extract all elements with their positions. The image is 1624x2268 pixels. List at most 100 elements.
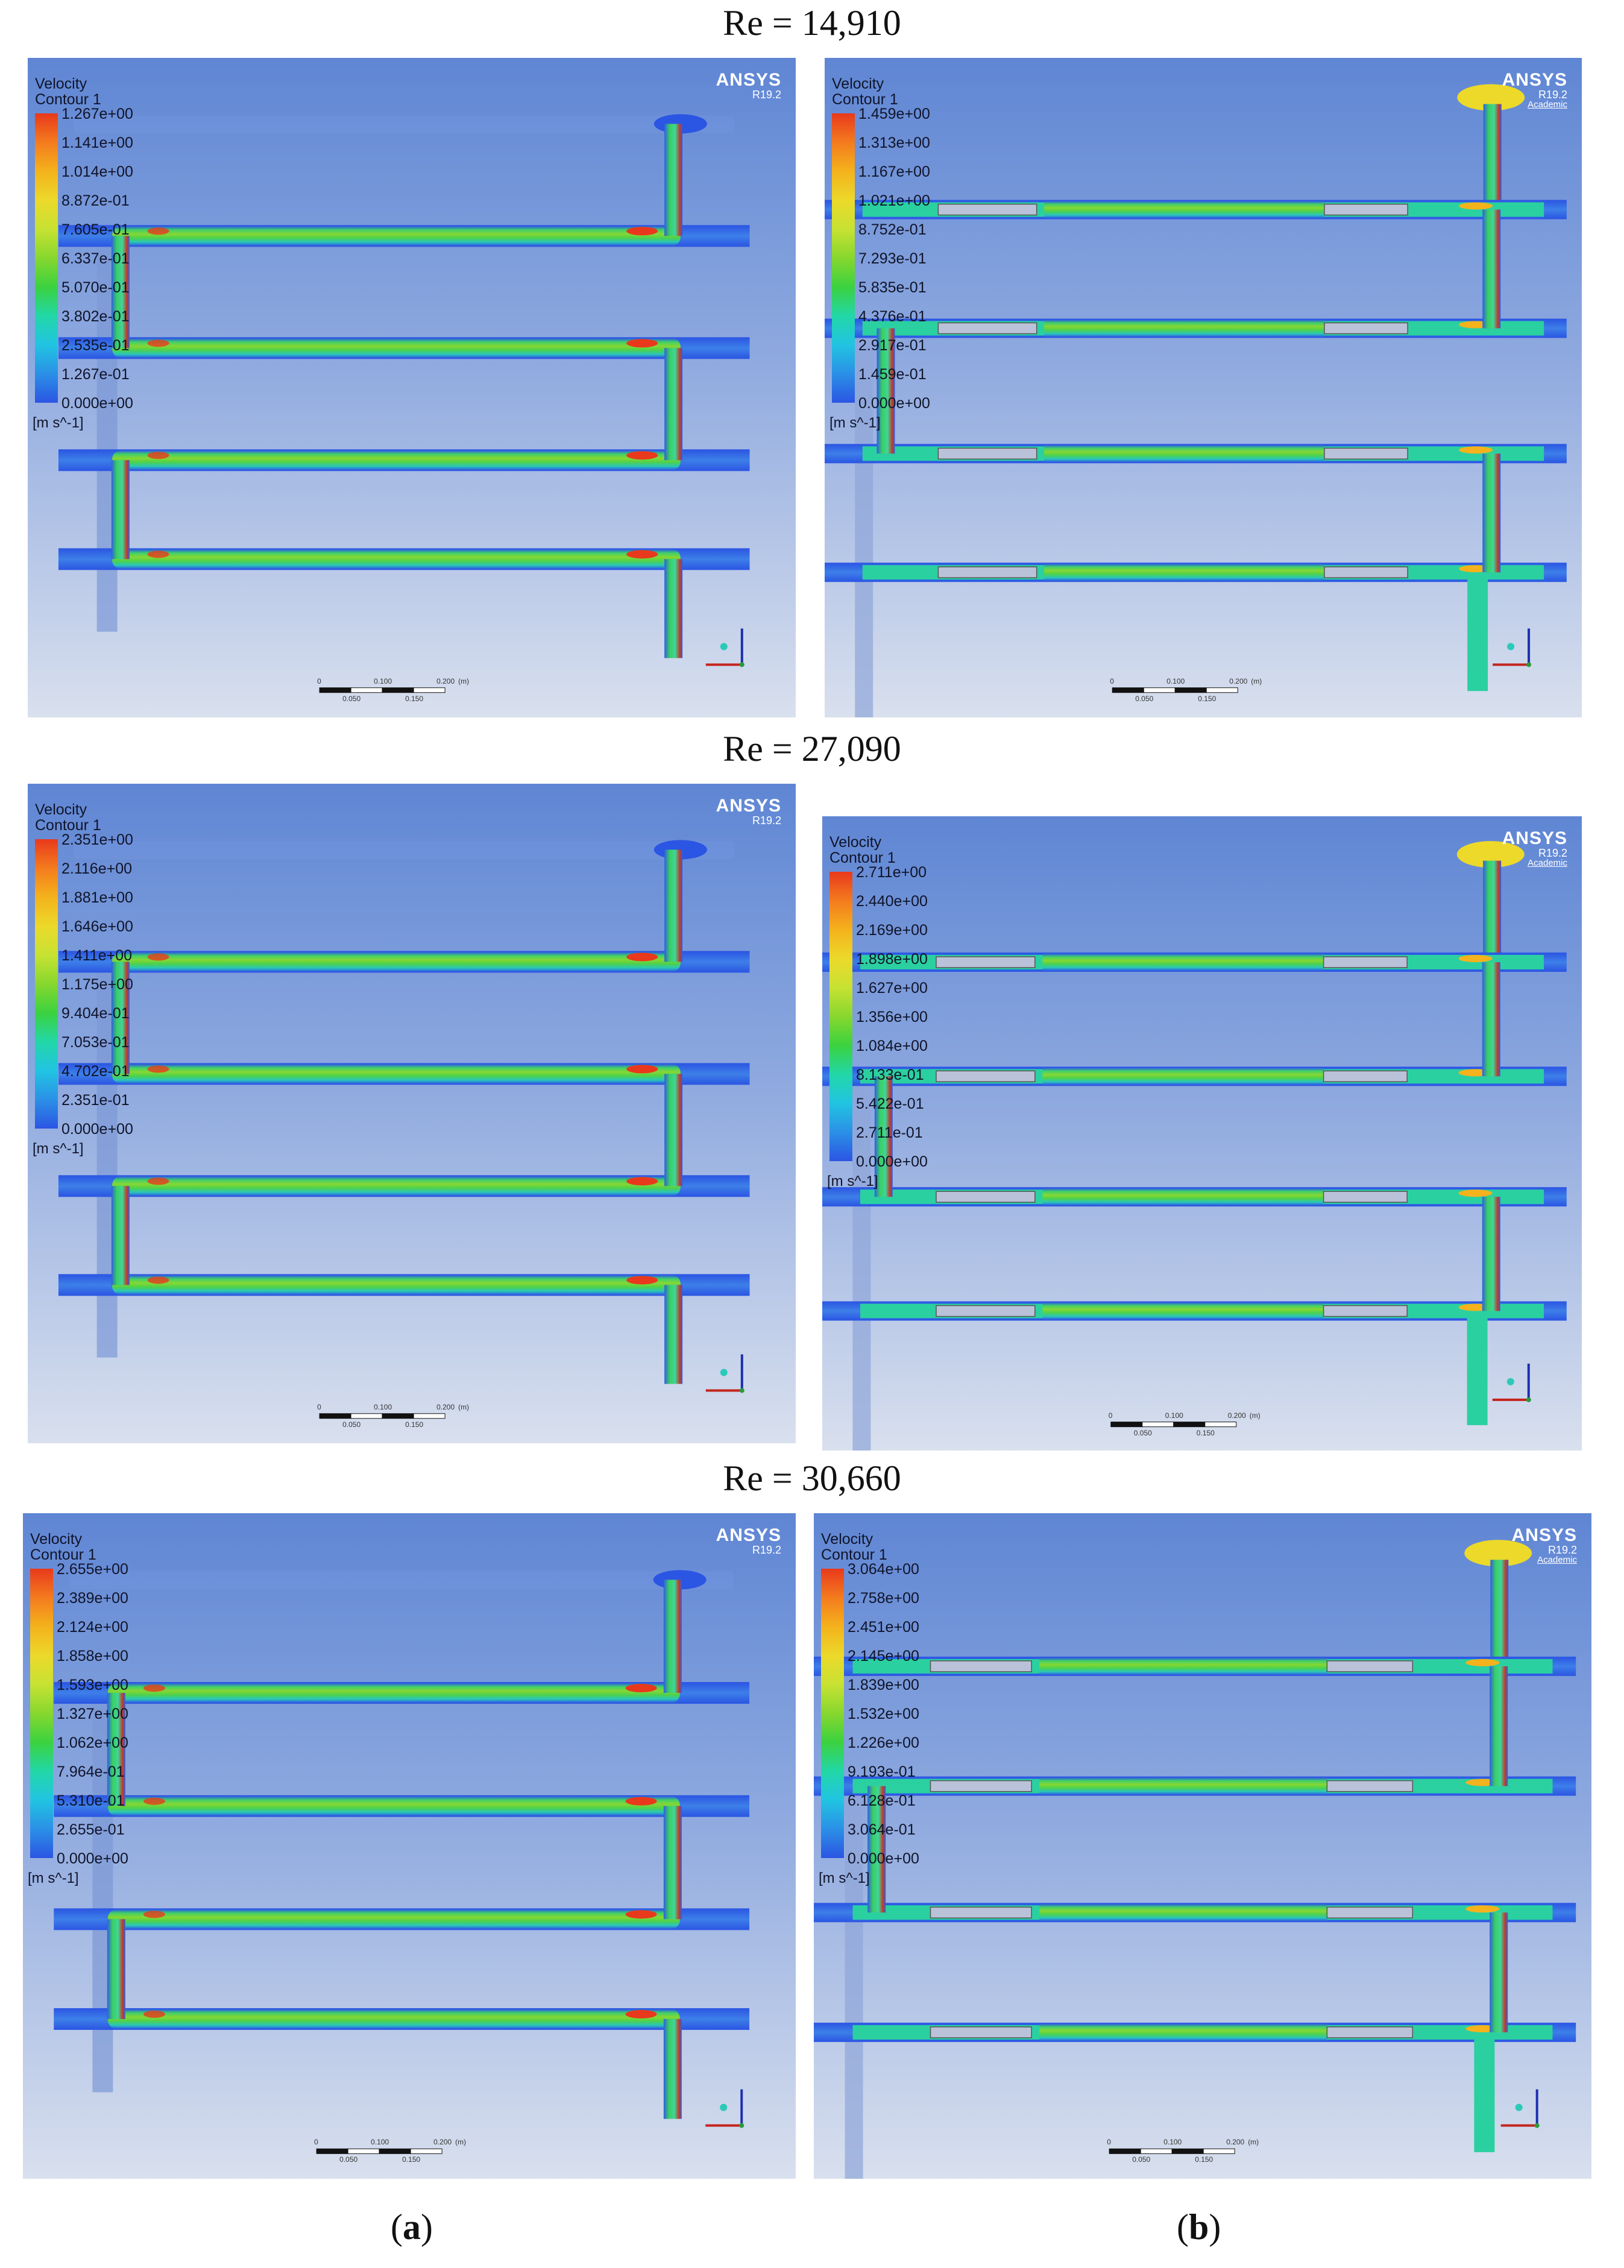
baffle-box bbox=[936, 1070, 1036, 1083]
hot-spot bbox=[147, 227, 169, 235]
baffle-box bbox=[930, 1660, 1032, 1672]
contour-panel-a-re30660: Velocity Contour 1 2.655e+00 2.389e+00 2.124… bbox=[23, 1513, 796, 2179]
scale-bar-segment bbox=[410, 2148, 442, 2154]
baffle-box bbox=[937, 203, 1037, 216]
legend-value: 7.605e-01 bbox=[61, 221, 130, 238]
legend-value: 1.267e-01 bbox=[61, 366, 130, 383]
connector-pipe bbox=[664, 348, 683, 461]
hot-spot bbox=[626, 550, 658, 559]
connector-pipe bbox=[664, 124, 683, 236]
flow-geometry bbox=[58, 114, 750, 693]
legend-value: 2.655e-01 bbox=[57, 1821, 125, 1838]
scale-bar-segment bbox=[316, 2148, 348, 2154]
flow-geometry bbox=[814, 1540, 1576, 2179]
legend-unit: [m s^-1] bbox=[28, 1870, 79, 1886]
scale-bar-label: 0.050 bbox=[1133, 1428, 1152, 1437]
hot-spot bbox=[626, 953, 658, 962]
baffle-box bbox=[936, 1305, 1036, 1317]
flow-geometry bbox=[58, 840, 750, 1419]
connector-pipe bbox=[111, 460, 130, 559]
axis-y-dot bbox=[720, 1369, 728, 1376]
axis-origin bbox=[1534, 2123, 1540, 2128]
legend-value: 2.535e-01 bbox=[61, 337, 130, 354]
legend-value: 8.133e-01 bbox=[856, 1066, 924, 1083]
inlet-elbow bbox=[1464, 1540, 1532, 1567]
baffle-box bbox=[936, 1191, 1036, 1203]
inlet-elbow bbox=[1456, 841, 1525, 868]
legend-colorbar bbox=[30, 1569, 53, 1858]
contour-panel-a-re27090: Velocity Contour 1 2.351e+00 2.116e+00 1.881… bbox=[28, 784, 796, 1443]
scale-bar-label: 0.150 bbox=[1198, 694, 1216, 703]
hot-spot bbox=[625, 1797, 657, 1806]
legend-value: 2.711e+00 bbox=[856, 864, 927, 881]
hot-spot bbox=[625, 1910, 657, 1919]
legend-value: 5.070e-01 bbox=[61, 279, 130, 296]
legend-value: 1.313e+00 bbox=[858, 134, 930, 151]
baffle-box bbox=[930, 1780, 1032, 1792]
legend-value: 1.014e+00 bbox=[61, 163, 133, 180]
baffle-box bbox=[1323, 1191, 1408, 1203]
scale-bar-label: (m) bbox=[1248, 2138, 1259, 2147]
caption-a: (a) bbox=[391, 2207, 433, 2247]
legend-value: 7.293e-01 bbox=[858, 250, 927, 267]
legend-value: 1.327e+00 bbox=[57, 1706, 128, 1722]
inlet-pipe bbox=[1483, 104, 1502, 210]
contour-panel-b-re27090: Velocity Contour 1 2.711e+00 2.440e+00 2.169… bbox=[822, 816, 1582, 1451]
legend-value: 1.459e-01 bbox=[858, 366, 927, 383]
ansys-logo: ANSYS R19.2 bbox=[716, 1525, 781, 1556]
contour-panel-b-re30660: Velocity Contour 1 3.064e+00 2.758e+00 2.451… bbox=[814, 1513, 1591, 2179]
baffle-box bbox=[1323, 1070, 1408, 1083]
legend-value: 2.389e+00 bbox=[57, 1590, 128, 1607]
scale-bar-segment bbox=[1171, 2148, 1204, 2154]
scale-bar-label: 0.100 bbox=[374, 676, 392, 685]
connector-pipe bbox=[1482, 209, 1501, 329]
baffle-box bbox=[937, 322, 1037, 335]
flow-tube bbox=[108, 1909, 680, 1929]
inlet-pipe bbox=[1490, 1560, 1509, 1666]
scale-bar-label: 0.050 bbox=[342, 1420, 361, 1429]
insert-section bbox=[1044, 201, 1324, 218]
legend-value: 4.702e-01 bbox=[61, 1063, 130, 1080]
hot-spot bbox=[626, 339, 658, 348]
insert-section bbox=[1042, 1188, 1324, 1206]
baffle-box bbox=[936, 956, 1036, 968]
scale-bar-label: 0 bbox=[1107, 2138, 1111, 2147]
axis-y-dot bbox=[720, 643, 728, 650]
connector-pipe bbox=[1490, 1912, 1508, 2033]
legend-value: 9.404e-01 bbox=[61, 1005, 130, 1022]
legend-value: 2.124e+00 bbox=[57, 1619, 128, 1636]
scale-bar-segment bbox=[1112, 687, 1144, 693]
legend-unit: [m s^-1] bbox=[819, 1870, 870, 1886]
hot-spot bbox=[1458, 1189, 1493, 1197]
hot-spot bbox=[1465, 1658, 1500, 1666]
scale-bar-label: 0.100 bbox=[374, 1402, 392, 1411]
outlet-pipe bbox=[1467, 1311, 1488, 1425]
scale-bar-segment bbox=[347, 2148, 380, 2154]
connector-pipe bbox=[664, 1074, 683, 1186]
legend-value: 2.758e+00 bbox=[848, 1590, 919, 1607]
scale-bar-label: (m) bbox=[455, 2138, 467, 2147]
legend-value: 2.451e+00 bbox=[848, 1619, 919, 1636]
inlet-pipe bbox=[74, 841, 735, 860]
legend-value: 1.646e+00 bbox=[61, 918, 133, 935]
ansys-logo: ANSYS R19.2 bbox=[716, 796, 781, 827]
legend-value: 0.000e+00 bbox=[61, 1121, 133, 1138]
hot-spot bbox=[625, 1684, 657, 1693]
insert-section bbox=[1044, 320, 1324, 337]
baffle-box bbox=[937, 566, 1037, 579]
legend-value: 9.193e-01 bbox=[848, 1763, 916, 1780]
re-title-1: Re = 14,910 bbox=[723, 3, 901, 43]
axis-origin bbox=[739, 1388, 744, 1393]
outlet-pipe bbox=[1474, 2032, 1495, 2152]
flow-geometry bbox=[825, 84, 1567, 717]
baffle-box bbox=[930, 2026, 1032, 2038]
outlet-pipe bbox=[664, 1285, 683, 1384]
hot-spot bbox=[147, 339, 169, 347]
connector-pipe bbox=[111, 1186, 130, 1285]
legend-title: Velocity Contour 1 bbox=[35, 75, 101, 108]
flow-tube bbox=[112, 450, 681, 470]
legend-title: Velocity Contour 1 bbox=[30, 1531, 96, 1563]
scale-bar-segment bbox=[1109, 2148, 1141, 2154]
legend-value: 7.964e-01 bbox=[57, 1763, 125, 1780]
legend-value: 6.337e-01 bbox=[61, 250, 130, 267]
